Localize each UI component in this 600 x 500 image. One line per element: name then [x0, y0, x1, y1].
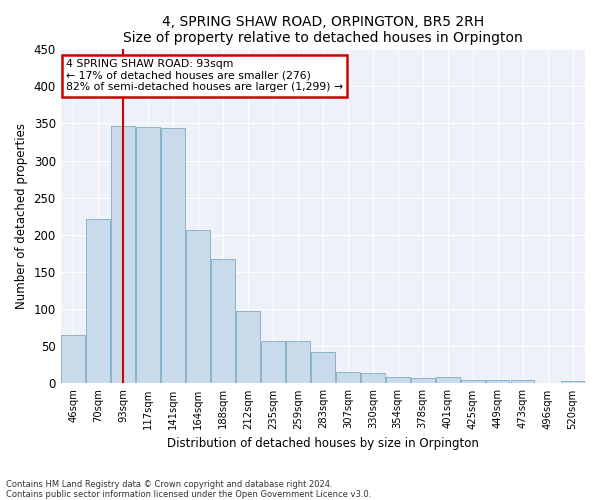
Bar: [136, 127, 160, 384]
Text: Contains HM Land Registry data © Crown copyright and database right 2024.
Contai: Contains HM Land Registry data © Crown c…: [6, 480, 371, 499]
Y-axis label: Number of detached properties: Number of detached properties: [15, 124, 28, 310]
Bar: [161, 128, 185, 384]
Bar: [461, 380, 485, 384]
Bar: [536, 382, 559, 384]
Bar: [61, 335, 85, 384]
Bar: [411, 378, 434, 384]
Text: 4 SPRING SHAW ROAD: 93sqm
← 17% of detached houses are smaller (276)
82% of semi: 4 SPRING SHAW ROAD: 93sqm ← 17% of detac…: [66, 59, 343, 92]
Bar: [511, 380, 535, 384]
Bar: [361, 373, 385, 384]
Bar: [86, 218, 110, 384]
Bar: [186, 230, 210, 384]
Bar: [311, 352, 335, 384]
Bar: [236, 312, 260, 384]
Bar: [111, 126, 135, 384]
Bar: [211, 258, 235, 384]
Bar: [486, 380, 509, 384]
Bar: [386, 378, 410, 384]
Bar: [560, 381, 584, 384]
Bar: [336, 372, 359, 384]
Bar: [436, 378, 460, 384]
Bar: [286, 341, 310, 384]
X-axis label: Distribution of detached houses by size in Orpington: Distribution of detached houses by size …: [167, 437, 479, 450]
Bar: [261, 341, 285, 384]
Title: 4, SPRING SHAW ROAD, ORPINGTON, BR5 2RH
Size of property relative to detached ho: 4, SPRING SHAW ROAD, ORPINGTON, BR5 2RH …: [123, 15, 523, 45]
